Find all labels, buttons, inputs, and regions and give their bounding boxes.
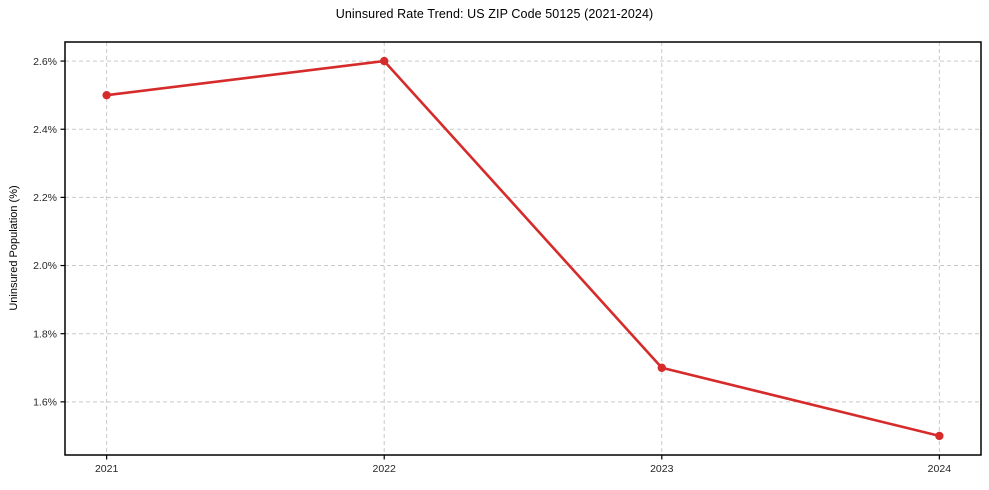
x-tick-label: 2022	[373, 463, 397, 475]
trend-line	[105, 59, 941, 438]
x-tick-label: 2024	[928, 463, 952, 475]
y-tick-label: 2.2%	[33, 192, 57, 204]
y-tick-label: 1.6%	[33, 397, 57, 409]
x-tick-label: 2021	[95, 463, 119, 475]
y-tick-label: 2.6%	[33, 56, 57, 68]
plot-border	[64, 41, 982, 456]
chart-title: Uninsured Rate Trend: US ZIP Code 50125 …	[335, 7, 654, 21]
data-point	[657, 363, 666, 372]
data-point	[380, 56, 389, 66]
y-tick-label: 2.4%	[33, 124, 57, 136]
data-point	[935, 431, 944, 441]
y-tick-label: 2.0%	[33, 260, 57, 272]
x-tick-label: 2023	[650, 463, 674, 475]
data-point	[102, 90, 111, 100]
y-tick-label: 1.8%	[33, 328, 57, 340]
